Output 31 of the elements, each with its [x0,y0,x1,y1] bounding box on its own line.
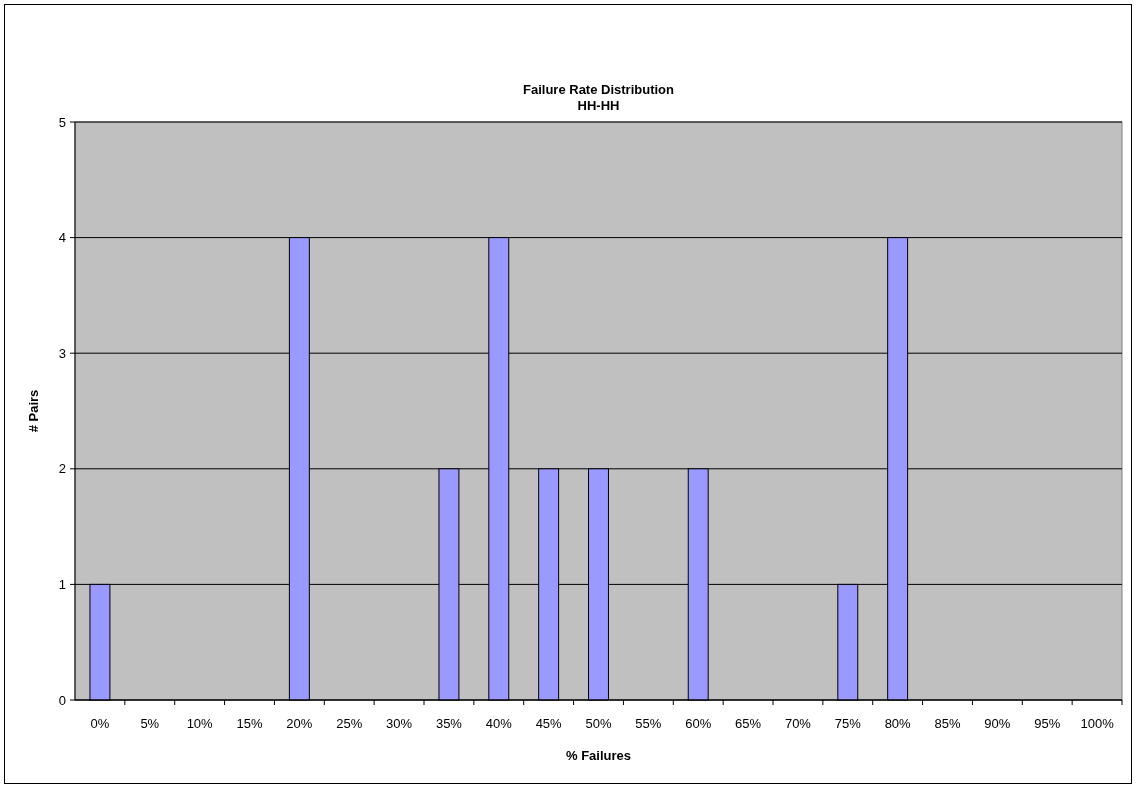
x-tick-label: 30% [386,716,413,731]
x-tick-label: 15% [236,716,263,731]
x-tick-label: 25% [336,716,363,731]
x-tick-label: 20% [286,716,313,731]
x-tick-label: 65% [735,716,762,731]
x-tick-label: 70% [784,716,812,731]
y-tick-label: 5 [58,114,66,130]
y-tick-label: 0 [58,692,66,708]
x-tick-label: 0% [90,716,110,731]
x-tick-label: 40% [485,716,513,731]
x-tick-label: 10% [186,716,214,731]
x-tick-label: 50% [585,716,612,731]
x-tick-label: 95% [1034,716,1061,731]
x-tick-label: 35% [435,716,463,731]
y-tick-label: 3 [58,345,66,361]
x-tick-label: 80% [884,716,912,731]
x-tick-label: 60% [685,716,712,731]
x-tick-label: 85% [934,716,961,731]
x-tick-label: 100% [1080,716,1115,731]
y-tick-label: 2 [58,461,66,477]
x-tick-label: 75% [834,716,862,731]
y-axis-title: # Pairs [26,389,41,433]
chart-subtitle: HH-HH [577,98,620,113]
y-tick-label: 4 [58,230,66,246]
chart-title: Failure Rate Distribution [523,82,675,97]
x-tick-label: 90% [984,716,1011,731]
x-axis-title: % Failures [565,748,632,763]
x-tick-label: 5% [140,716,160,731]
x-tick-label: 55% [635,716,662,731]
y-tick-label: 1 [58,576,66,592]
x-tick-label: 45% [535,716,563,731]
